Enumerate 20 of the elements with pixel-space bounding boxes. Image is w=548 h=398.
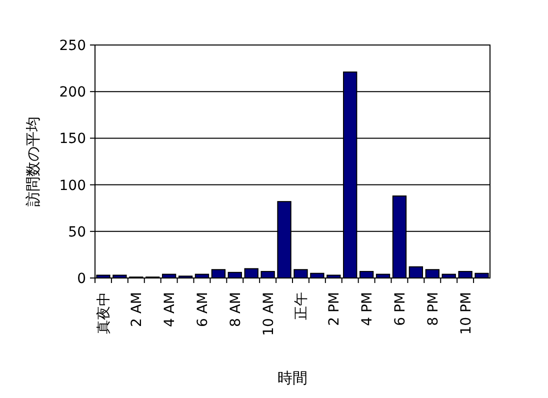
x-tick-label: 4 PM [360, 292, 376, 326]
y-tick-label: 200 [59, 84, 86, 101]
x-tick-label: 4 AM [162, 292, 178, 328]
x-tick-label: 真夜中 [96, 292, 112, 334]
y-tick-label: 150 [59, 131, 86, 148]
x-tick-label: 正午 [294, 292, 310, 320]
y-tick-label: 250 [59, 38, 86, 54]
y-tick-label: 0 [77, 271, 86, 287]
y-tick-label: 50 [68, 224, 86, 240]
x-tick-label: 2 AM [129, 292, 146, 328]
x-tick-label: 8 AM [228, 292, 244, 328]
x-tick-label: 8 PM [425, 292, 442, 326]
x-tick-label: 2 PM [326, 292, 343, 326]
x-tick-label: 10 AM [260, 292, 277, 336]
y-axis-title: 訪問数の平均 [24, 116, 42, 206]
x-tick-label: 10 PM [458, 292, 474, 335]
y-tick-label: 100 [59, 178, 86, 194]
x-axis-title: 時間 [278, 369, 308, 387]
x-tick-label: 6 PM [392, 292, 408, 326]
x-tick-label: 6 AM [194, 292, 211, 328]
